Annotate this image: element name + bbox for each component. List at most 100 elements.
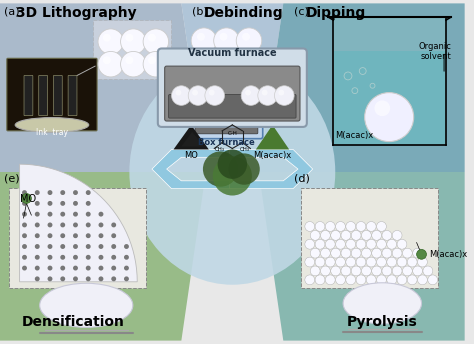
Circle shape (356, 275, 366, 285)
Circle shape (392, 230, 402, 240)
Circle shape (382, 266, 392, 276)
FancyBboxPatch shape (93, 20, 171, 79)
Circle shape (188, 86, 208, 105)
Circle shape (22, 233, 27, 238)
Polygon shape (334, 51, 445, 143)
Circle shape (86, 244, 91, 249)
Circle shape (126, 34, 133, 42)
Circle shape (262, 90, 268, 96)
Circle shape (73, 212, 78, 217)
Circle shape (35, 244, 40, 249)
Text: (b): (b) (192, 6, 208, 16)
Circle shape (22, 201, 27, 206)
FancyBboxPatch shape (195, 104, 258, 134)
Circle shape (376, 275, 386, 285)
Circle shape (99, 266, 103, 270)
Circle shape (241, 86, 261, 105)
Circle shape (120, 51, 146, 77)
Circle shape (236, 51, 262, 77)
Circle shape (315, 222, 325, 232)
Circle shape (35, 266, 40, 270)
Circle shape (407, 275, 417, 285)
Circle shape (111, 276, 116, 281)
Circle shape (73, 223, 78, 227)
Circle shape (366, 275, 376, 285)
Text: (e): (e) (4, 174, 19, 184)
Circle shape (336, 257, 346, 267)
Circle shape (98, 29, 124, 54)
Circle shape (362, 266, 371, 276)
Circle shape (310, 248, 320, 258)
Circle shape (86, 190, 91, 195)
Circle shape (35, 190, 40, 195)
Circle shape (103, 56, 111, 64)
Polygon shape (182, 3, 283, 172)
Circle shape (231, 113, 243, 125)
Circle shape (274, 86, 294, 105)
Circle shape (120, 29, 146, 54)
Circle shape (392, 266, 402, 276)
Circle shape (86, 212, 91, 217)
Circle shape (22, 244, 27, 249)
Circle shape (143, 51, 169, 77)
Circle shape (60, 233, 65, 238)
Circle shape (210, 113, 221, 125)
Polygon shape (259, 3, 465, 172)
Circle shape (175, 90, 182, 96)
Circle shape (336, 239, 346, 249)
Circle shape (214, 28, 239, 53)
Circle shape (356, 222, 366, 232)
Circle shape (387, 257, 397, 267)
Circle shape (98, 51, 124, 77)
Circle shape (60, 201, 65, 206)
Circle shape (320, 266, 330, 276)
Circle shape (203, 151, 238, 187)
Circle shape (124, 276, 129, 281)
Text: MO: MO (19, 194, 36, 204)
Circle shape (242, 113, 254, 125)
Circle shape (124, 266, 129, 270)
Circle shape (35, 212, 40, 217)
Circle shape (73, 276, 78, 281)
Circle shape (219, 56, 228, 64)
Circle shape (356, 257, 366, 267)
Circle shape (86, 255, 91, 260)
Text: Ink  tray: Ink tray (36, 128, 68, 137)
Ellipse shape (343, 283, 421, 324)
Polygon shape (0, 172, 206, 341)
FancyBboxPatch shape (7, 58, 97, 131)
Circle shape (428, 275, 438, 285)
Circle shape (325, 239, 335, 249)
Circle shape (35, 233, 40, 238)
Circle shape (22, 255, 27, 260)
Circle shape (346, 222, 356, 232)
Circle shape (47, 190, 53, 195)
Circle shape (86, 223, 91, 227)
Circle shape (218, 149, 247, 179)
Circle shape (376, 222, 386, 232)
Polygon shape (333, 17, 446, 144)
Circle shape (418, 275, 428, 285)
Circle shape (197, 33, 205, 41)
Circle shape (99, 244, 103, 249)
Polygon shape (19, 164, 137, 282)
Circle shape (192, 90, 198, 96)
Circle shape (111, 244, 116, 249)
FancyBboxPatch shape (169, 95, 296, 118)
Text: MO: MO (184, 151, 198, 160)
Circle shape (60, 223, 65, 227)
Circle shape (305, 222, 315, 232)
Circle shape (397, 275, 407, 285)
Circle shape (86, 266, 91, 270)
Circle shape (111, 223, 116, 227)
Circle shape (331, 248, 340, 258)
Circle shape (73, 266, 78, 270)
Circle shape (376, 257, 386, 267)
Circle shape (315, 257, 325, 267)
Circle shape (172, 86, 191, 105)
Circle shape (325, 257, 335, 267)
Circle shape (99, 212, 103, 217)
Circle shape (47, 233, 53, 238)
Text: Organic
solvent: Organic solvent (418, 42, 451, 61)
Circle shape (242, 33, 250, 41)
